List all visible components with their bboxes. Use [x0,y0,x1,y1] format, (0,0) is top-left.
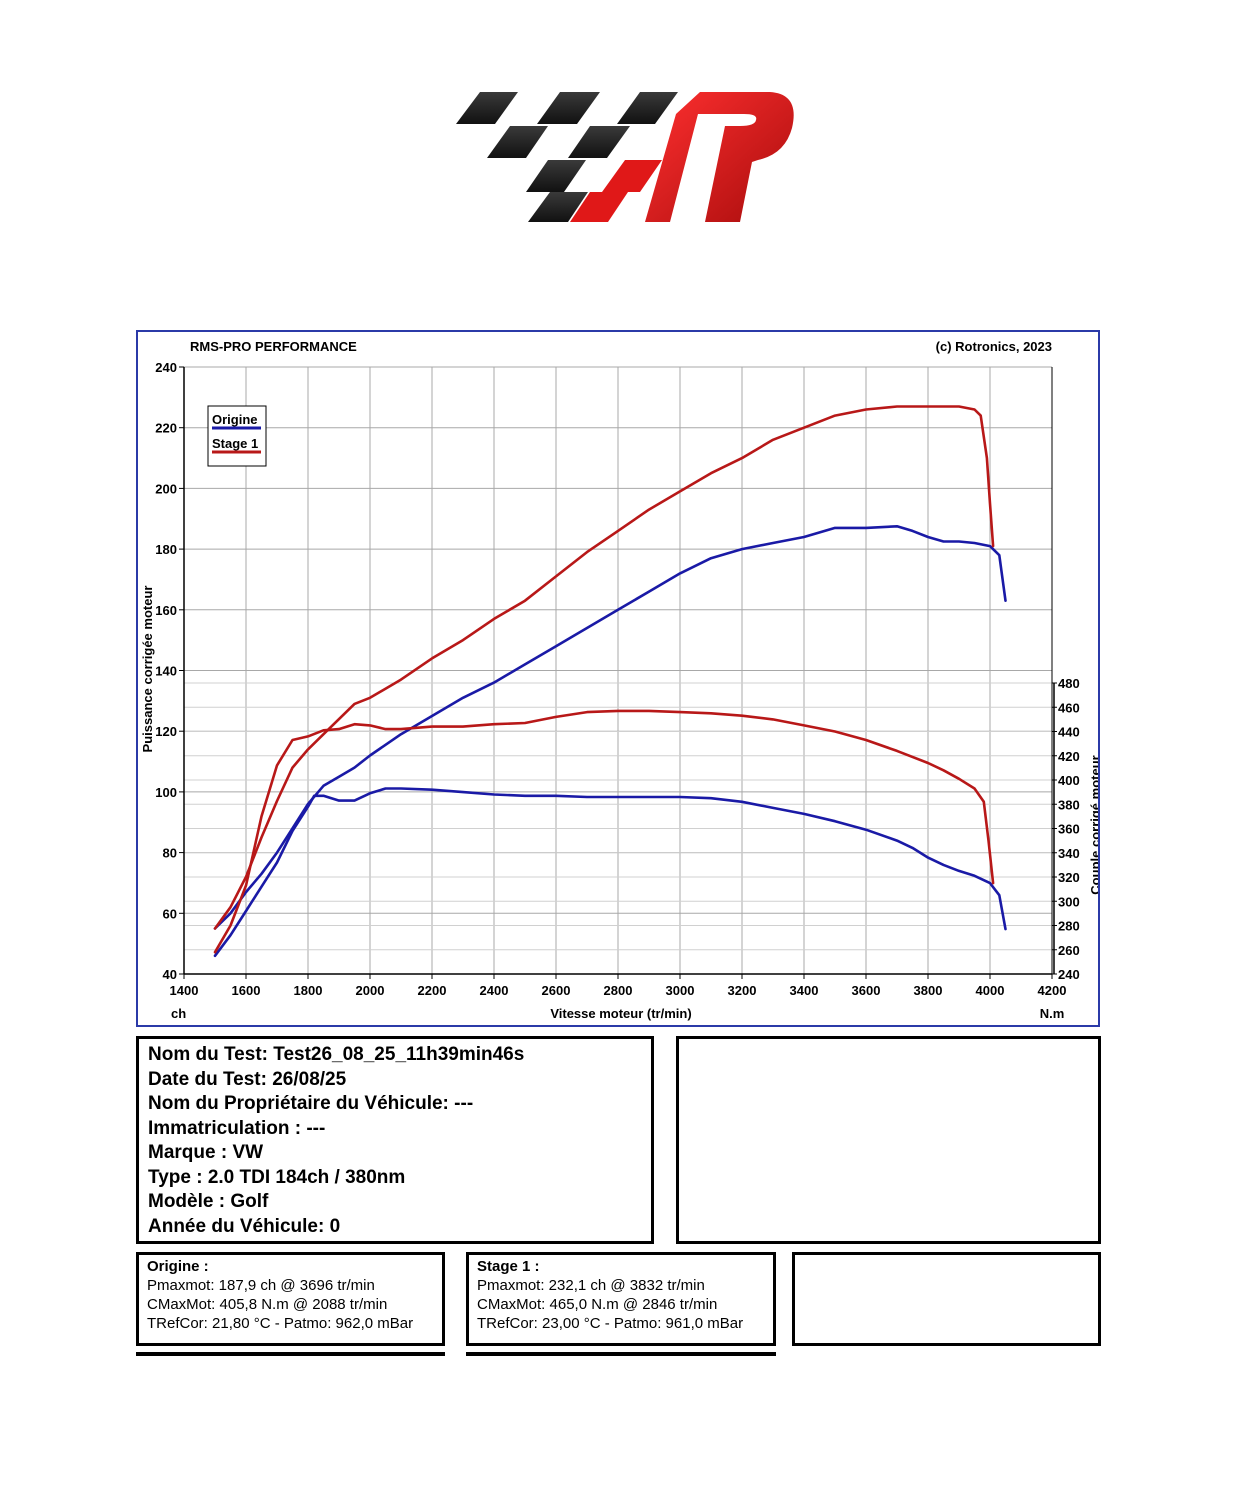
vehicle-type: Type : 2.0 TDI 184ch / 380nm [148,1166,406,1188]
empty-info-box [676,1036,1101,1244]
y-right-tick-label: 280 [1058,919,1080,934]
divider-stage1 [466,1352,776,1356]
y-axis-left-label: Puissance corrigée moteur [140,586,155,753]
y-right-tick-label: 320 [1058,870,1080,885]
x-tick-label: 1800 [294,983,323,998]
divider-origine [136,1352,445,1356]
y-right-tick-label: 400 [1058,773,1080,788]
chart-frame: RMS-PRO PERFORMANCE (c) Rotronics, 2023 … [136,330,1100,1027]
y-right-tick-label: 260 [1058,943,1080,958]
x-tick-label: 1600 [232,983,261,998]
y-right-tick-label: 460 [1058,700,1080,715]
origine-summary-title: Origine : [147,1258,209,1275]
brand-logo [456,92,794,222]
stage1-max-torque: CMaxMot: 465,0 N.m @ 2846 tr/min [477,1296,718,1313]
unit-left: ch [171,1006,186,1021]
origine-summary-box: Origine : Pmaxmot: 187,9 ch @ 3696 tr/mi… [136,1252,445,1346]
y-right-tick-label: 360 [1058,822,1080,837]
y-axis-right-label: Couple corrigé moteur [1088,755,1098,894]
y-right-tick-label: 420 [1058,749,1080,764]
y-left-tick-label: 240 [155,360,177,375]
empty-summary-box [792,1252,1101,1346]
x-tick-label: 3600 [852,983,881,998]
chart-header-left: RMS-PRO PERFORMANCE [190,339,357,354]
x-tick-label: 2000 [356,983,385,998]
stage1-summary-box: Stage 1 : Pmaxmot: 232,1 ch @ 3832 tr/mi… [466,1252,776,1346]
origine-conditions: TRefCor: 21,80 °C - Patmo: 962,0 mBar [147,1315,414,1332]
y-left-tick-label: 140 [155,664,177,679]
checkered-flag-icon [456,92,678,222]
test-info-box: Nom du Test: Test26_08_25_11h39min46s Da… [136,1036,654,1244]
legend-label-stage1: Stage 1 [212,436,258,451]
vehicle-year: Année du Véhicule: 0 [148,1215,341,1237]
axes: 1400 1600 1800 2000 2200 2400 2600 2800 3000 3200… [155,360,1079,998]
x-tick-label: 4200 [1038,983,1067,998]
registration: Immatriculation : --- [148,1117,326,1139]
series-line-origine-torque [213,787,1007,958]
chart-header-right: (c) Rotronics, 2023 [936,339,1052,354]
series-lines [213,405,1007,958]
series-line-origine-power [213,525,1007,930]
unit-right: N.m [1040,1006,1065,1021]
y-left-tick-label: 120 [155,724,177,739]
x-tick-label: 4000 [976,983,1005,998]
x-tick-label: 2200 [418,983,447,998]
test-name: Nom du Test: Test26_08_25_11h39min46s [148,1044,525,1065]
y-right-tick-label: 440 [1058,725,1080,740]
series-line-stage1-power [213,405,995,930]
series-line-stage1-torque [213,709,995,954]
origine-max-power: Pmaxmot: 187,9 ch @ 3696 tr/min [147,1277,375,1294]
vehicle-make: Marque : VW [148,1142,264,1163]
y-left-tick-label: 100 [155,785,177,800]
legend: Origine Stage 1 [207,405,267,467]
stage1-max-power: Pmaxmot: 232,1 ch @ 3832 tr/min [477,1277,705,1294]
x-tick-label: 3800 [914,983,943,998]
legend-label-origine: Origine [212,412,258,427]
x-tick-label: 2600 [542,983,571,998]
x-tick-label: 3200 [728,983,757,998]
x-tick-label: 3000 [666,983,695,998]
owner-name: Nom du Propriétaire du Véhicule: --- [148,1093,474,1114]
origine-max-torque: CMaxMot: 405,8 N.m @ 2088 tr/min [147,1296,388,1313]
y-left-tick-label: 200 [155,481,177,496]
y-right-tick-label: 480 [1058,676,1080,691]
r-letter-icon [645,92,794,222]
x-axis-label: Vitesse moteur (tr/min) [550,1006,691,1021]
vehicle-model: Modèle : Golf [148,1191,269,1212]
test-date: Date du Test: 26/08/25 [148,1068,347,1090]
y-right-tick-label: 300 [1058,894,1080,909]
x-tick-label: 3400 [790,983,819,998]
y-left-tick-label: 180 [155,542,177,557]
y-left-tick-label: 160 [155,603,177,618]
y-left-tick-label: 80 [163,846,177,861]
y-right-tick-label: 340 [1058,846,1080,861]
dyno-chart: RMS-PRO PERFORMANCE (c) Rotronics, 2023 … [140,339,1098,1021]
y-left-tick-label: 220 [155,421,177,436]
y-right-tick-label: 240 [1058,967,1080,982]
stage1-conditions: TRefCor: 23,00 °C - Patmo: 961,0 mBar [477,1315,744,1332]
x-tick-label: 2400 [480,983,509,998]
legend-box [207,405,267,467]
stage1-summary-title: Stage 1 : [477,1258,540,1275]
x-tick-label: 1400 [170,983,199,998]
y-right-tick-label: 380 [1058,797,1080,812]
grid-lines [183,366,1053,975]
y-left-tick-label: 60 [163,906,177,921]
y-left-tick-label: 40 [163,967,177,982]
x-tick-label: 2800 [604,983,633,998]
